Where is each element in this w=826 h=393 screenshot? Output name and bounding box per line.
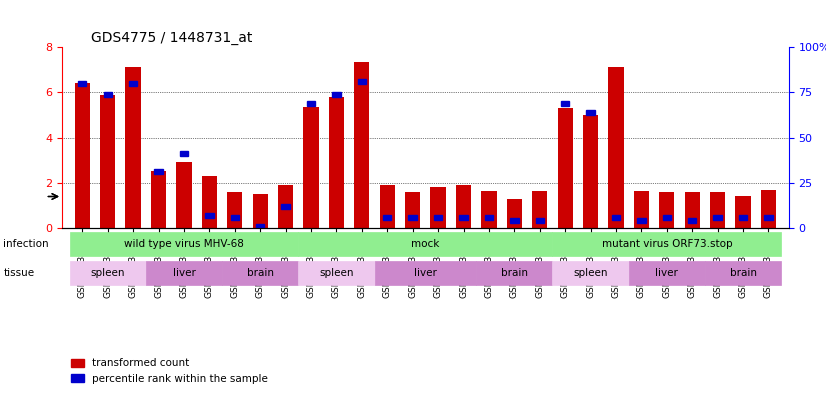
Text: wild type virus MHV-68: wild type virus MHV-68: [124, 239, 244, 250]
Bar: [764, 215, 772, 220]
Bar: [78, 81, 87, 86]
Bar: [176, 162, 192, 228]
Text: spleen: spleen: [573, 268, 608, 278]
Bar: [332, 92, 340, 97]
Bar: [510, 218, 519, 223]
Bar: [129, 81, 137, 86]
Bar: [662, 215, 671, 220]
Bar: [100, 95, 116, 228]
Bar: [298, 261, 374, 285]
Text: spleen: spleen: [319, 268, 354, 278]
Bar: [735, 196, 751, 228]
Bar: [634, 191, 649, 228]
Text: brain: brain: [247, 268, 273, 278]
Bar: [358, 79, 366, 84]
Bar: [456, 185, 471, 228]
Bar: [278, 185, 293, 228]
Text: liver: liver: [414, 268, 437, 278]
Bar: [685, 192, 700, 228]
Bar: [430, 187, 446, 228]
Text: mutant virus ORF73.stop: mutant virus ORF73.stop: [601, 239, 732, 250]
Text: mock: mock: [411, 239, 439, 250]
Bar: [374, 261, 477, 285]
Bar: [253, 194, 268, 228]
Bar: [180, 151, 188, 156]
Bar: [532, 191, 548, 228]
Bar: [553, 261, 629, 285]
Bar: [202, 176, 217, 228]
Text: brain: brain: [501, 268, 528, 278]
Bar: [354, 62, 369, 228]
Bar: [485, 215, 493, 220]
Bar: [282, 204, 290, 209]
Bar: [609, 68, 624, 228]
Bar: [705, 261, 781, 285]
Bar: [227, 192, 242, 228]
Bar: [303, 107, 319, 228]
Bar: [558, 108, 572, 228]
Bar: [714, 215, 722, 220]
Bar: [459, 215, 468, 220]
Bar: [405, 192, 420, 228]
Bar: [434, 215, 442, 220]
Bar: [126, 68, 140, 228]
Bar: [383, 215, 392, 220]
Bar: [637, 218, 646, 223]
Bar: [205, 213, 214, 218]
Text: GDS4775 / 1448731_at: GDS4775 / 1448731_at: [91, 31, 253, 45]
Bar: [230, 215, 239, 220]
Bar: [761, 189, 776, 228]
Bar: [535, 218, 544, 223]
Bar: [380, 185, 395, 228]
Bar: [69, 261, 146, 285]
Bar: [256, 224, 264, 229]
Bar: [506, 198, 522, 228]
Bar: [586, 110, 595, 115]
Bar: [482, 191, 496, 228]
Text: spleen: spleen: [91, 268, 125, 278]
Bar: [69, 232, 298, 257]
Bar: [222, 261, 298, 285]
Legend: transformed count, percentile rank within the sample: transformed count, percentile rank withi…: [67, 354, 273, 388]
Bar: [561, 101, 569, 106]
Text: brain: brain: [729, 268, 757, 278]
Bar: [151, 171, 166, 228]
Bar: [154, 169, 163, 174]
Bar: [553, 232, 781, 257]
Bar: [298, 232, 553, 257]
Bar: [739, 215, 748, 220]
Bar: [74, 83, 90, 228]
Text: liver: liver: [655, 268, 678, 278]
Bar: [583, 115, 598, 228]
Bar: [146, 261, 222, 285]
Bar: [306, 101, 316, 106]
Bar: [329, 97, 344, 228]
Text: infection: infection: [3, 239, 49, 250]
Bar: [629, 261, 705, 285]
Bar: [659, 192, 675, 228]
Bar: [688, 218, 696, 223]
Text: tissue: tissue: [3, 268, 35, 278]
Bar: [477, 261, 553, 285]
Bar: [409, 215, 417, 220]
Bar: [612, 215, 620, 220]
Text: liver: liver: [173, 268, 196, 278]
Bar: [103, 92, 112, 97]
Bar: [710, 192, 725, 228]
